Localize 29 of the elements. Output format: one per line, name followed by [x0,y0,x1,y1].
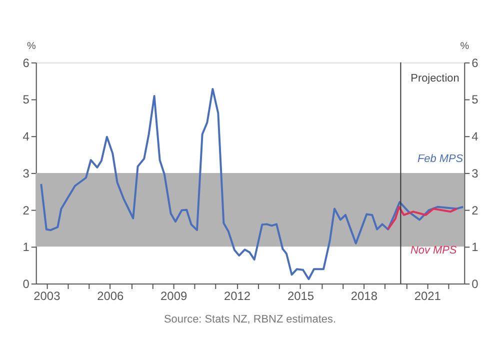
line-series [40,88,464,280]
y2-tick-label: 5 [472,92,479,107]
y-tick-label: 4 [22,130,30,144]
x-tick-label: 2018 [350,288,378,303]
y-tick-label: 5 [22,92,30,107]
x-tick-label: 2015 [287,288,314,303]
y2-tick-label: 1 [472,240,479,254]
y2-axis-title: % [460,40,470,52]
x-tick-label: 2006 [97,288,124,303]
text: Nov MPS [410,244,458,257]
x-tick-label: 2009 [160,288,188,303]
y-tick-label: 1 [22,240,30,254]
y2-tick-label: 3 [472,166,479,180]
x-tick-label: 2012 [224,288,251,303]
y2-tick-label: 2 [472,203,479,218]
line-series [387,206,458,230]
y2-tick-label: 0 [472,277,479,292]
x-tick-label: 2003 [34,288,61,303]
y-tick-label: 3 [22,166,30,180]
y-tick-label: 2 [22,203,30,218]
y-axis-title: % [26,40,36,52]
source-note: Source: Stats NZ, RBNZ estimates. [164,313,336,326]
y-tick-label: 6 [22,56,30,70]
y2-tick-label: 6 [472,56,479,70]
x-tick-label: 2021 [414,288,442,303]
y-tick-label: 0 [22,277,30,292]
y2-tick-label: 4 [472,130,479,144]
text: Feb MPS [417,153,464,166]
ref-line-label: Projection [410,72,460,84]
